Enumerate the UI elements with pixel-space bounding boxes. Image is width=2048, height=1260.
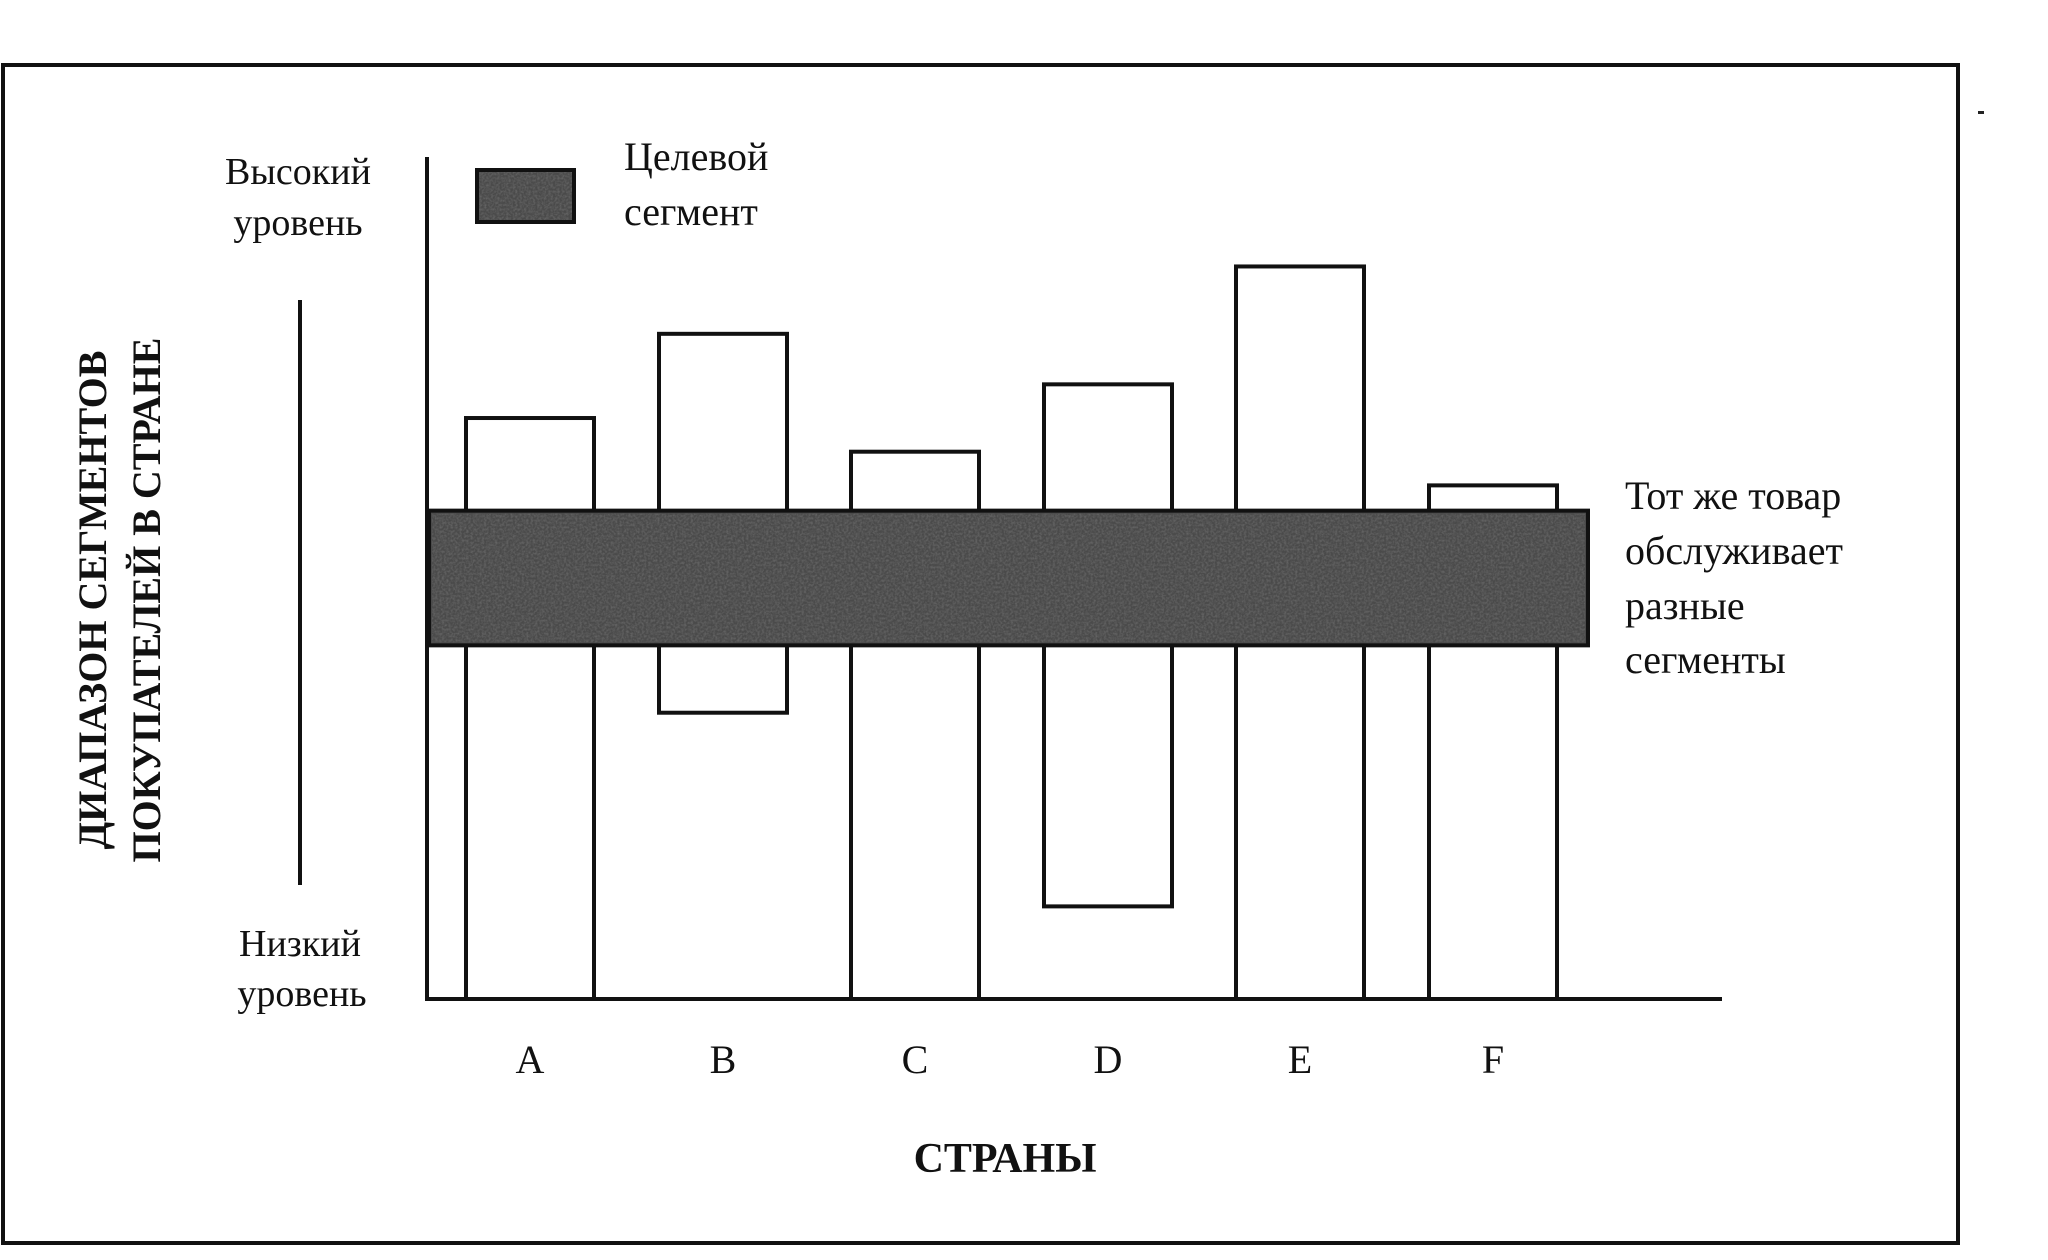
y-high-label-line2: уровень <box>233 202 362 244</box>
x-axis-title: СТРАНЫ <box>914 1136 1097 1182</box>
legend-swatch-grain <box>479 172 572 220</box>
category-label-F: F <box>1482 1037 1504 1082</box>
figure-frame <box>1 63 1960 1245</box>
y-axis-title: ДИАПАЗОН СЕГМЕНТОВ ПОКУПАТЕЛЕЙ В СТРАНЕ <box>70 338 169 863</box>
target-segment-texture <box>432 513 1585 643</box>
y-axis-title-line1: ДИАПАЗОН СЕГМЕНТОВ <box>70 351 115 850</box>
category-label-E: E <box>1288 1037 1312 1082</box>
category-label-A: A <box>516 1037 545 1082</box>
category-label-B: B <box>710 1037 737 1082</box>
legend-label-line2: сегмент <box>624 189 758 234</box>
legend-label-line1: Целевой <box>624 134 768 179</box>
annotation-line-1: Тот же товар <box>1625 473 1841 518</box>
annotation-line-4: сегменты <box>1625 637 1786 682</box>
y-low-label-line1: Низкий <box>239 923 361 965</box>
bar-A <box>464 416 596 1001</box>
annotation: Тот же товар обслуживает разные сегменты <box>1625 473 1843 682</box>
y-high-label-line1: Высокий <box>225 151 371 193</box>
y-low-label-line2: уровень <box>237 973 366 1015</box>
category-labels: A B C D E F <box>516 1037 1505 1082</box>
category-label-C: C <box>902 1037 929 1082</box>
category-label-D: D <box>1094 1037 1123 1082</box>
y-axis-title-line2: ПОКУПАТЕЛЕЙ В СТРАНЕ <box>124 338 169 863</box>
annotation-line-3: разные <box>1625 583 1745 628</box>
stray-mark <box>1978 111 1984 114</box>
annotation-line-2: обслуживает <box>1625 528 1843 573</box>
target-segment-layer <box>427 508 1590 648</box>
